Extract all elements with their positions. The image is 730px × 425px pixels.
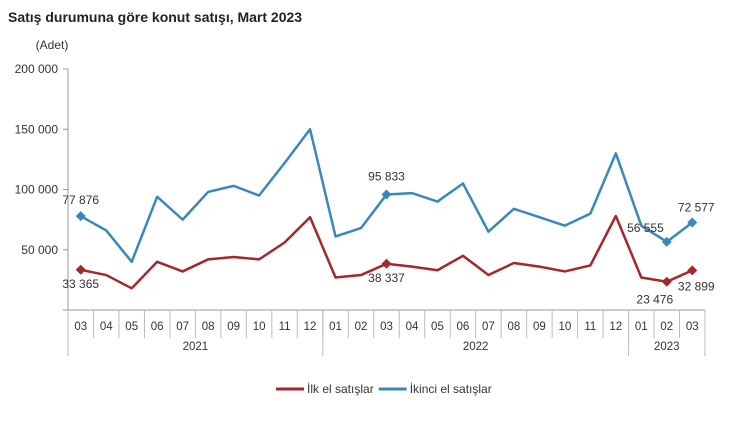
data-label: 38 337 [368,271,405,285]
x-tick-label: 01 [329,321,342,333]
x-tick-label: 08 [508,321,521,333]
year-label: 2022 [463,341,489,353]
chart-title: Satış durumuna göre konut satışı, Mart 2… [8,9,302,25]
data-point-marker [661,236,672,247]
y-tick-label: 150 000 [15,122,59,136]
x-tick-label: 05 [125,321,138,333]
y-tick-label: 100 000 [15,183,59,197]
x-tick-label: 03 [74,321,87,333]
x-tick-label: 10 [253,321,266,333]
x-tick-label: 01 [635,321,648,333]
x-tick-label: 09 [227,321,240,333]
legend-label: İkinci el satışlar [410,382,492,396]
y-axis-label: (Adet) [36,38,69,52]
data-point-marker [381,258,392,269]
x-tick-label: 03 [686,321,699,333]
y-tick-label: 200 000 [15,62,59,76]
x-tick-label: 12 [609,321,622,333]
x-tick-label: 04 [100,321,113,333]
x-tick-label: 10 [558,321,571,333]
data-label: 32 899 [678,279,715,293]
x-tick-label: 09 [533,321,546,333]
x-tick-label: 07 [482,321,495,333]
data-point-marker [75,211,86,222]
data-label: 95 833 [368,170,405,184]
data-label: 72 577 [678,201,715,215]
x-tick-label: 02 [660,321,673,333]
y-tick-label: 50 000 [21,243,58,257]
x-tick-label: 05 [431,321,444,333]
x-tick-label: 06 [151,321,164,333]
data-label: 33 365 [62,277,99,291]
data-label: 23 476 [636,293,673,307]
data-label: 77 876 [62,193,99,207]
x-tick-label: 02 [355,321,368,333]
x-tick-label: 08 [202,321,215,333]
data-point-marker [75,264,86,275]
year-label: 2021 [183,341,209,353]
data-label: 56 555 [627,221,664,235]
x-tick-label: 06 [457,321,470,333]
data-point-marker [687,265,698,276]
x-tick-label: 04 [406,321,419,333]
x-tick-label: 11 [584,321,596,333]
x-tick-label: 12 [304,321,317,333]
data-point-marker [687,217,698,228]
legend-label: İlk el satışlar [307,382,374,396]
x-tick-label: 11 [279,321,291,333]
x-tick-label: 07 [176,321,189,333]
data-point-marker [381,189,392,200]
x-tick-label: 03 [380,321,393,333]
data-point-marker [661,276,672,287]
year-label: 2023 [654,341,680,353]
